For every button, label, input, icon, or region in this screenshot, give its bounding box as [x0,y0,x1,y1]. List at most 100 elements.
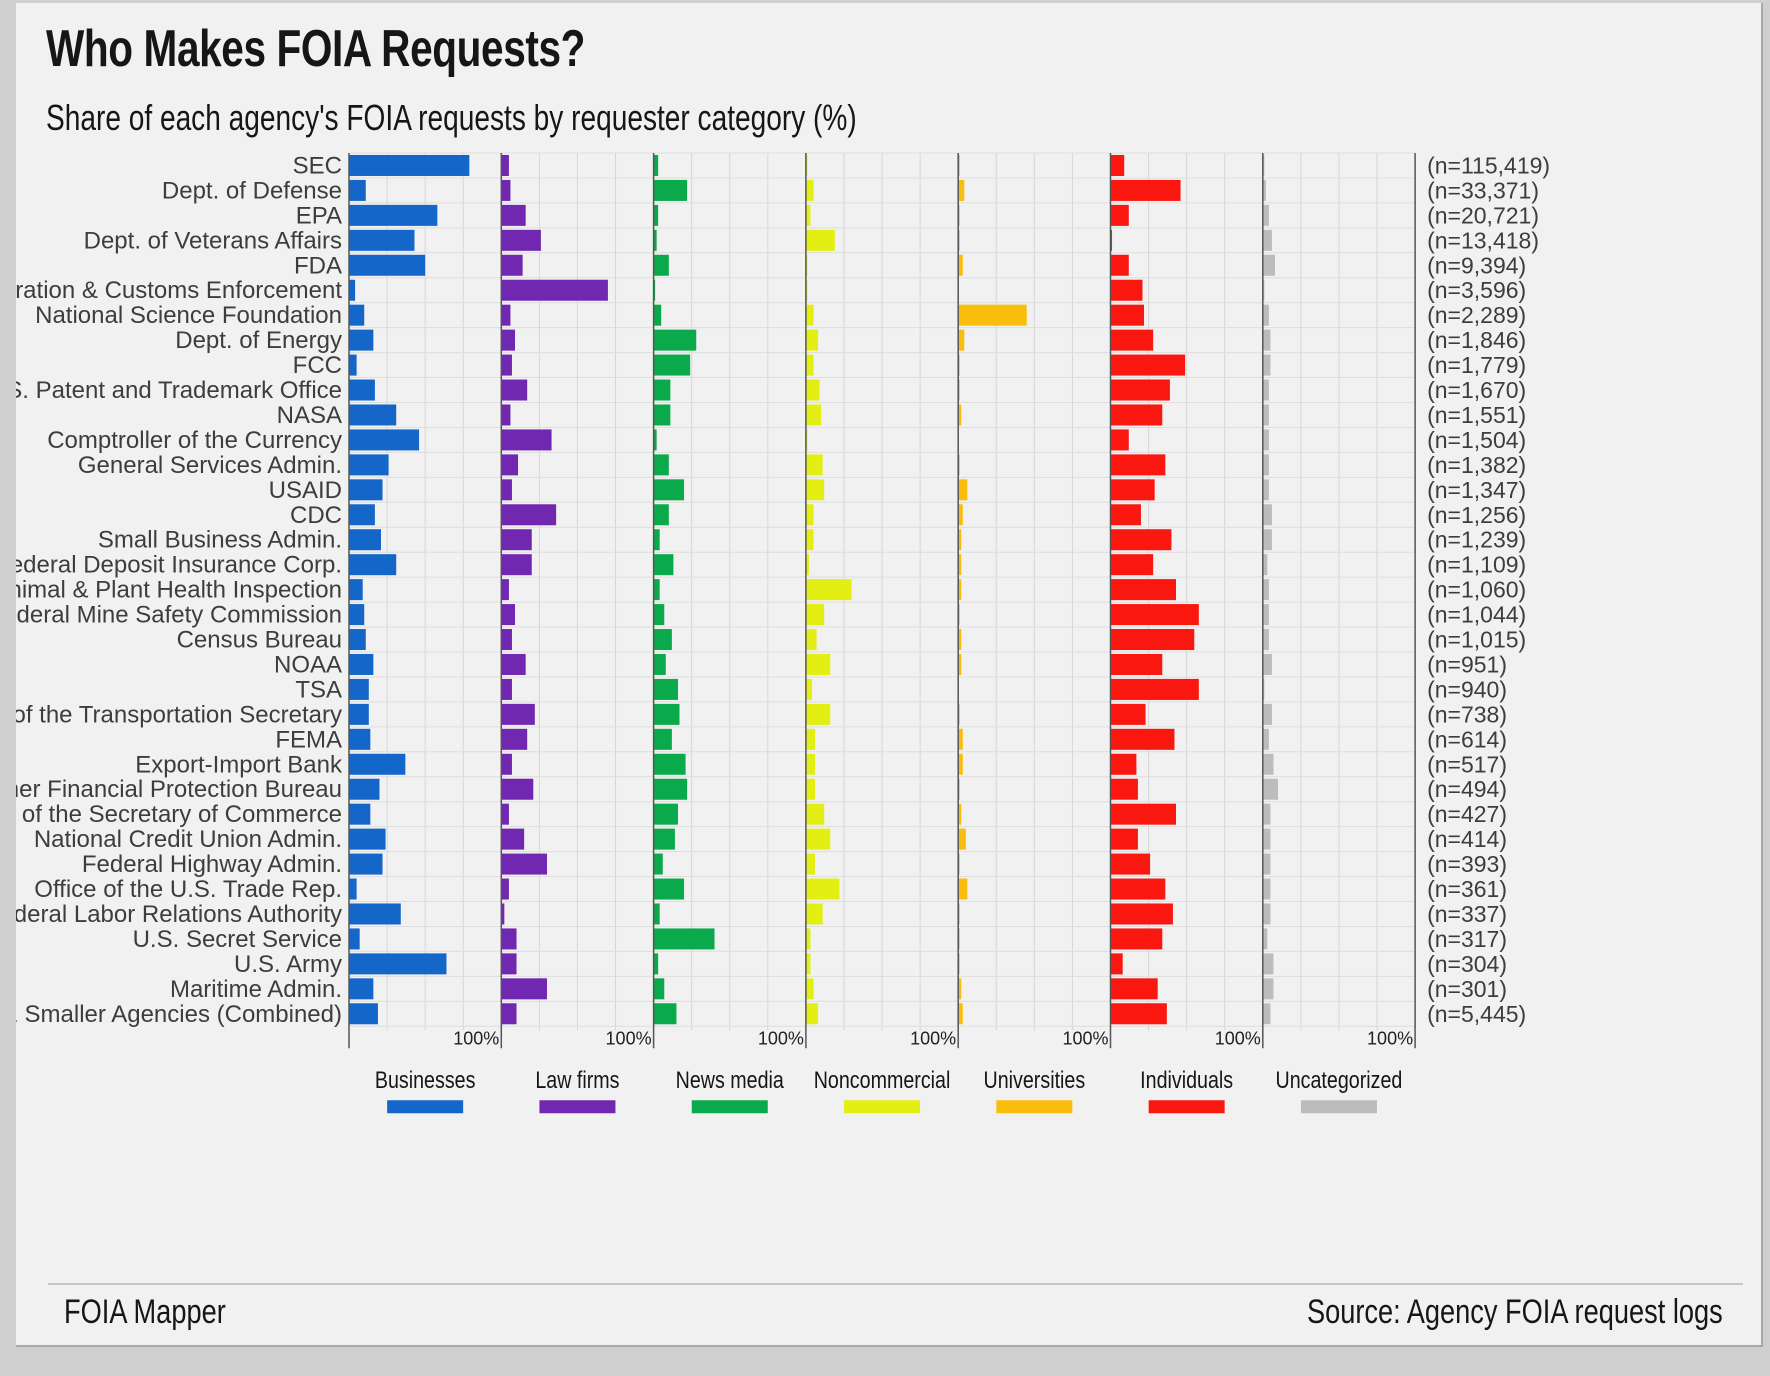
request-count-label: (n=614) [1427,726,1507,752]
bar-noncommercial-fda [805,254,808,276]
bar-news-media-federal-highway-admin [653,853,663,875]
tick-label-100: 100% [606,1028,652,1048]
bar-individuals-national-science-foundation [1110,304,1145,326]
bar-universities-animal-plant-health-inspection [958,579,962,601]
bar-individuals-sec [1110,154,1125,176]
bar-law-firms-dept-of-veterans-affairs [501,229,541,251]
bar-law-firms-dept-of-energy [501,329,516,351]
bar-news-media-small-business-admin [653,529,660,551]
bar-uncategorized-federal-deposit-insurance-corp [1262,554,1268,576]
bar-businesses-u-s-secret-service [349,928,360,950]
request-count-label: (n=1,239) [1427,527,1526,553]
bar-individuals-usaid [1110,479,1155,501]
legend-swatch-uncategorized [1300,1100,1377,1114]
bar-businesses-nasa [349,404,397,426]
bar-universities-usaid [958,479,968,501]
tick-label-100: 100% [910,1028,956,1048]
bar-uncategorized-export-import-bank [1262,753,1274,775]
bar-law-firms-tsa [501,678,512,700]
request-count-label: (n=517) [1427,751,1507,777]
bar-noncommercial-federal-mine-safety-commission [805,604,825,626]
bar-businesses-office-of-the-u-s-trade-rep [349,878,357,900]
bar-news-media-51-smaller-agencies-combined [653,1003,677,1025]
bar-news-media-fema [653,728,672,750]
bar-noncommercial-immigration-customs-enforcement [805,279,808,301]
bar-universities-federal-mine-safety-commission [958,604,960,626]
bar-noncommercial-federal-labor-relations-authority [805,903,823,925]
bar-individuals-u-s-secret-service [1110,928,1163,950]
bar-businesses-small-business-admin [349,529,381,551]
bar-law-firms-51-smaller-agencies-combined [501,1003,517,1025]
bar-noncommercial-nasa [805,404,822,426]
bar-uncategorized-federal-mine-safety-commission [1262,604,1269,626]
bar-uncategorized-dept-of-defense [1262,179,1266,201]
agency-label: CDC [290,502,342,529]
chart-title: Who Makes FOIA Requests? [46,20,586,78]
bar-individuals-federal-labor-relations-authority [1110,903,1173,925]
bar-news-media-federal-labor-relations-authority [653,903,660,925]
bar-universities-noaa [958,653,962,675]
bar-noncommercial-consumer-financial-protection-bureau [805,778,816,800]
agency-label: FCC [293,352,342,379]
agency-label: Federal Mine Safety Commission [16,602,342,629]
bar-law-firms-national-science-foundation [501,304,511,326]
bar-law-firms-u-s-secret-service [501,928,517,950]
bar-individuals-export-import-bank [1110,753,1137,775]
bar-news-media-comptroller-of-the-currency [653,429,657,451]
bar-businesses-dept-of-energy [349,329,374,351]
bar-news-media-office-of-the-transportation-secretary [653,703,680,725]
bar-news-media-animal-plant-health-inspection [653,579,660,601]
request-count-label: (n=1,670) [1427,377,1526,403]
bar-businesses-federal-labor-relations-authority [349,903,401,925]
bar-law-firms-federal-highway-admin [501,853,547,875]
bar-noncommercial-comptroller-of-the-currency [805,429,808,451]
bar-law-firms-u-s-army [501,953,517,975]
request-count-label: (n=1,551) [1427,402,1526,428]
agency-label: Federal Labor Relations Authority [16,901,342,928]
bar-law-firms-animal-plant-health-inspection [501,579,509,601]
bar-individuals-national-credit-union-admin [1110,828,1138,850]
small-multiples-bar-chart: SEC (n=115,419) Dept. of Defense (n=33,371)… [16,152,1550,1114]
bar-news-media-office-of-the-secretary-of-commerce [653,803,678,825]
bar-uncategorized-51-smaller-agencies-combined [1262,1003,1271,1025]
bar-law-firms-small-business-admin [501,529,532,551]
bar-businesses-cdc [349,504,375,526]
bar-businesses-fcc [349,354,357,376]
bar-individuals-animal-plant-health-inspection [1110,579,1176,601]
bar-news-media-general-services-admin [653,454,669,476]
legend-swatch-businesses [387,1100,464,1114]
bar-individuals-dept-of-energy [1110,329,1154,351]
request-count-label: (n=361) [1427,876,1507,902]
bar-individuals-nasa [1110,404,1163,426]
bar-businesses-u-s-army [349,953,447,975]
request-count-label: (n=317) [1427,926,1507,952]
bar-uncategorized-u-s-patent-and-trademark-office [1262,379,1269,401]
agency-label: TSA [295,676,342,703]
bar-businesses-fema [349,728,371,750]
bar-law-firms-maritime-admin [501,978,547,1000]
bar-noncommercial-noaa [805,653,831,675]
agency-label: Office of the Transportation Secretary [16,701,342,728]
bar-individuals-general-services-admin [1110,454,1166,476]
bar-universities-census-bureau [958,629,962,651]
bar-businesses-sec [349,154,470,176]
bar-law-firms-office-of-the-transportation-secretary [501,703,535,725]
request-count-label: (n=1,779) [1427,352,1526,378]
request-count-label: (n=1,504) [1427,427,1526,453]
bar-businesses-51-smaller-agencies-combined [349,1003,378,1025]
bar-uncategorized-small-business-admin [1262,529,1272,551]
bar-businesses-u-s-patent-and-trademark-office [349,379,375,401]
legend-label-individuals: Individuals [1140,1066,1233,1093]
bar-businesses-national-science-foundation [349,304,365,326]
bar-uncategorized-dept-of-energy [1262,329,1271,351]
bar-law-firms-national-credit-union-admin [501,828,525,850]
request-count-label: (n=1,060) [1427,577,1526,603]
legend-swatch-individuals [1148,1100,1225,1114]
agency-label: Dept. of Veterans Affairs [84,227,342,254]
bar-law-firms-federal-labor-relations-authority [501,903,505,925]
bar-noncommercial-epa [805,204,811,226]
bar-news-media-dept-of-defense [653,179,688,201]
agency-label: U.S. Patent and Trademark Office [16,377,342,404]
bar-noncommercial-u-s-army [805,953,811,975]
